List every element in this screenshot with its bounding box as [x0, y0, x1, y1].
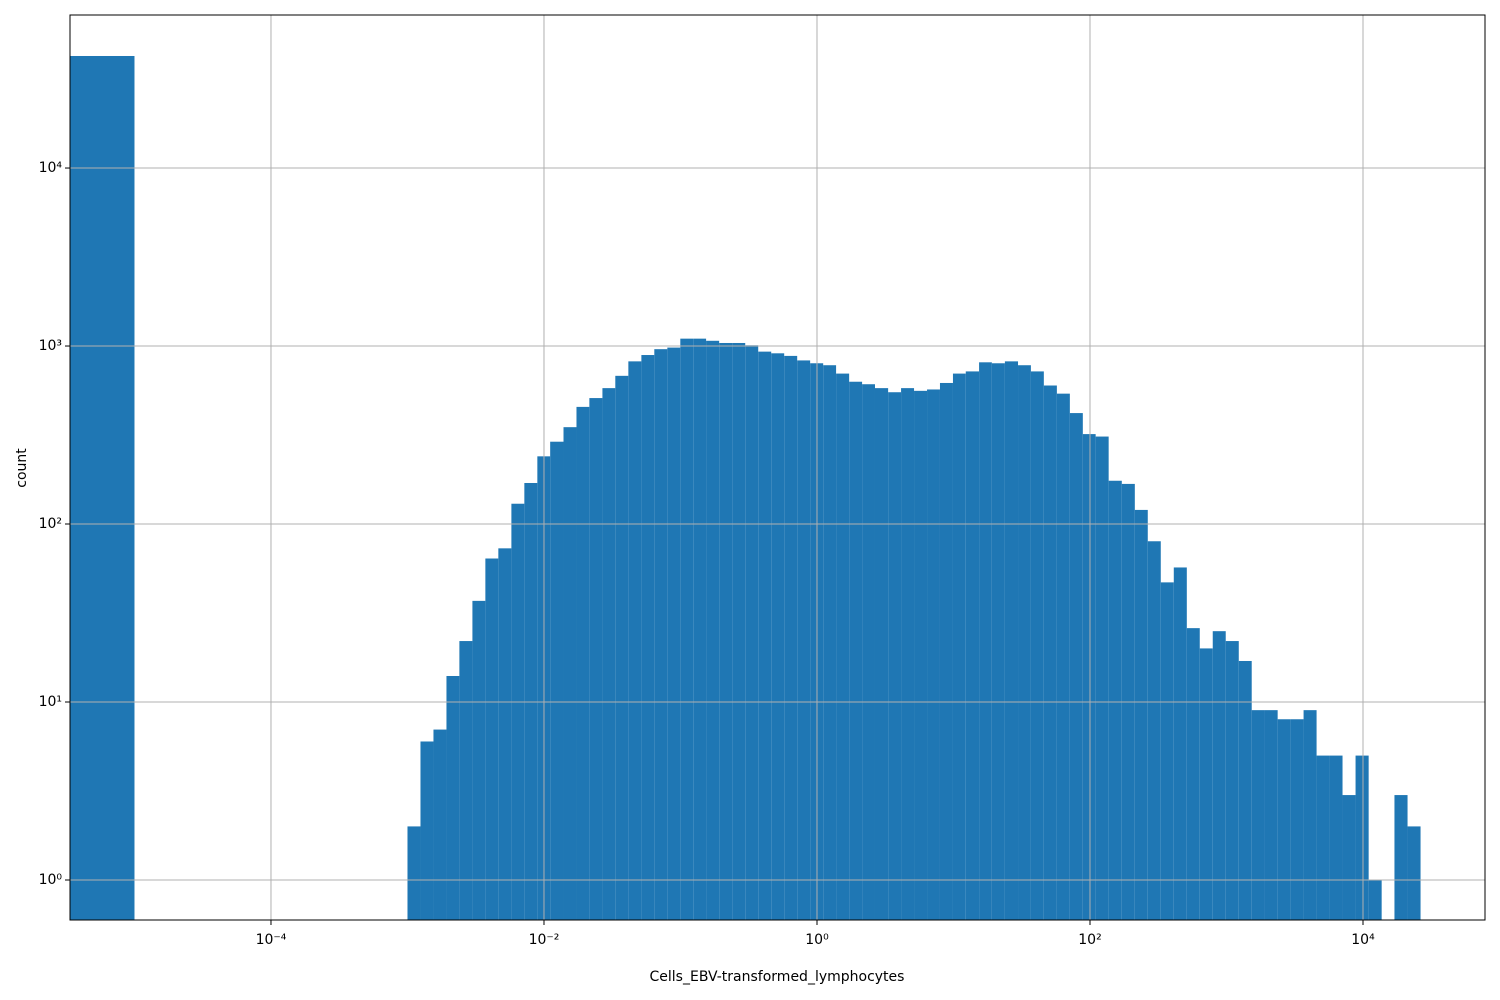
bar — [1394, 795, 1408, 920]
y-tick-label: 10⁰ — [39, 872, 63, 888]
bar — [771, 353, 785, 920]
bar — [939, 382, 953, 920]
bar — [952, 373, 966, 920]
bar — [706, 340, 720, 920]
bar — [1069, 413, 1083, 920]
bar — [1316, 755, 1330, 920]
bar — [1186, 628, 1200, 920]
bar — [784, 355, 798, 920]
bar — [433, 729, 447, 920]
bar — [420, 741, 434, 920]
bar — [69, 55, 135, 920]
bar — [1290, 719, 1304, 920]
bar — [641, 355, 655, 920]
bar — [927, 389, 940, 921]
bar — [1147, 541, 1161, 920]
bar — [1277, 719, 1291, 920]
y-axis-label: count — [14, 448, 30, 488]
bar — [654, 349, 668, 920]
bar — [1043, 385, 1057, 920]
bar — [836, 373, 850, 920]
bar — [446, 675, 460, 920]
bar — [524, 482, 538, 920]
bar — [979, 362, 992, 920]
bar — [901, 388, 915, 920]
bar — [758, 351, 772, 920]
bar — [1018, 365, 1031, 920]
bar — [862, 384, 875, 920]
bar — [1251, 710, 1265, 920]
bar — [602, 388, 616, 920]
bar — [1342, 795, 1356, 920]
bar — [1004, 361, 1019, 920]
bar — [1095, 436, 1109, 920]
bar — [563, 427, 577, 920]
bar — [472, 600, 486, 920]
bar — [888, 392, 902, 920]
bar — [1303, 710, 1317, 920]
bar — [1264, 710, 1278, 920]
bar — [628, 361, 642, 920]
bar — [745, 345, 759, 921]
bar — [1355, 755, 1369, 920]
bar — [459, 641, 473, 920]
bar — [1108, 480, 1122, 920]
bar — [693, 338, 707, 921]
bar — [1407, 826, 1421, 920]
x-tick-label: 10⁻² — [529, 932, 560, 948]
bar — [849, 381, 863, 920]
bar — [719, 342, 733, 920]
y-tick-label: 10² — [39, 516, 62, 532]
bar — [667, 347, 681, 920]
bar — [485, 558, 499, 920]
bar — [1329, 755, 1343, 920]
bar — [550, 441, 564, 920]
x-axis-label: Cells_EBV-transformed_lymphocytes — [650, 969, 905, 985]
bar — [1368, 879, 1382, 920]
bar — [991, 363, 1005, 920]
bar — [1056, 393, 1070, 921]
bar — [1238, 660, 1252, 920]
bar — [1212, 631, 1226, 920]
y-tick-label: 10³ — [39, 338, 62, 354]
bar — [1030, 371, 1044, 920]
bar — [823, 365, 837, 920]
bar — [680, 338, 694, 921]
bar — [615, 375, 629, 921]
bar — [1225, 641, 1239, 920]
bar — [498, 548, 512, 920]
bar — [511, 503, 525, 920]
bar — [407, 826, 421, 920]
bar — [1082, 434, 1096, 920]
bar — [874, 388, 889, 920]
bar — [1173, 567, 1187, 920]
bar — [589, 398, 603, 920]
bar — [1160, 582, 1174, 920]
bar — [914, 390, 928, 920]
bar — [1134, 509, 1148, 920]
plot-frame — [69, 14, 1486, 921]
bar — [732, 342, 746, 920]
y-tick-label: 10⁴ — [39, 160, 63, 176]
x-tick-label: 10⁴ — [1351, 932, 1375, 948]
bar — [576, 406, 590, 921]
bar — [797, 360, 811, 920]
bar — [965, 371, 980, 920]
x-tick-label: 10² — [1078, 932, 1101, 948]
y-tick-label: 10¹ — [39, 694, 62, 710]
x-tick-label: 10⁻⁴ — [256, 932, 287, 948]
x-tick-label: 10⁰ — [805, 932, 829, 948]
bar — [1199, 648, 1213, 920]
